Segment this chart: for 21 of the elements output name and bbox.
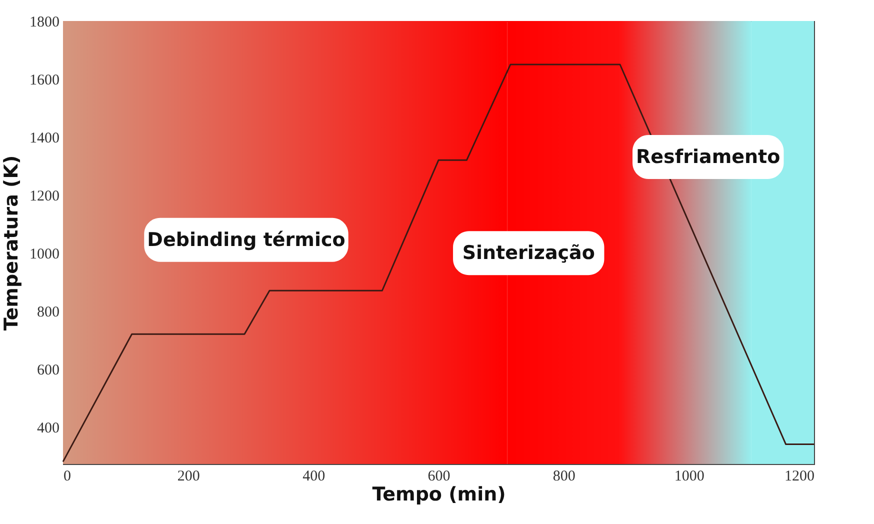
y-tick-label: 800 [37,304,60,320]
y-tick-label: 1800 [30,14,60,30]
x-tick-label: 200 [177,468,200,484]
y-axis-title: Temperatura (K) [0,155,22,331]
line-series [62,64,815,462]
y-tick-label: 1000 [30,246,60,262]
annotation: Debinding térmico [147,228,346,251]
x-tick-label: 600 [428,468,450,484]
y-tick-label: 400 [37,420,60,436]
y-tick-label: 1400 [30,130,60,146]
x-tick-label: 400 [302,468,326,484]
y-tick-label: 1200 [30,188,60,204]
x-tick-label: 800 [552,468,576,484]
x-tick-label: 0 [64,468,71,484]
x-tick-label: 1200 [784,468,814,484]
x-tick-label: 1000 [674,468,704,484]
y-tick-label: 1600 [30,72,60,88]
annotation: Sinterização [462,242,595,264]
x-axis-title: Tempo (min) [372,484,506,506]
y-tick-label: 600 [37,362,60,378]
annotation: Resfriamento [636,146,780,168]
